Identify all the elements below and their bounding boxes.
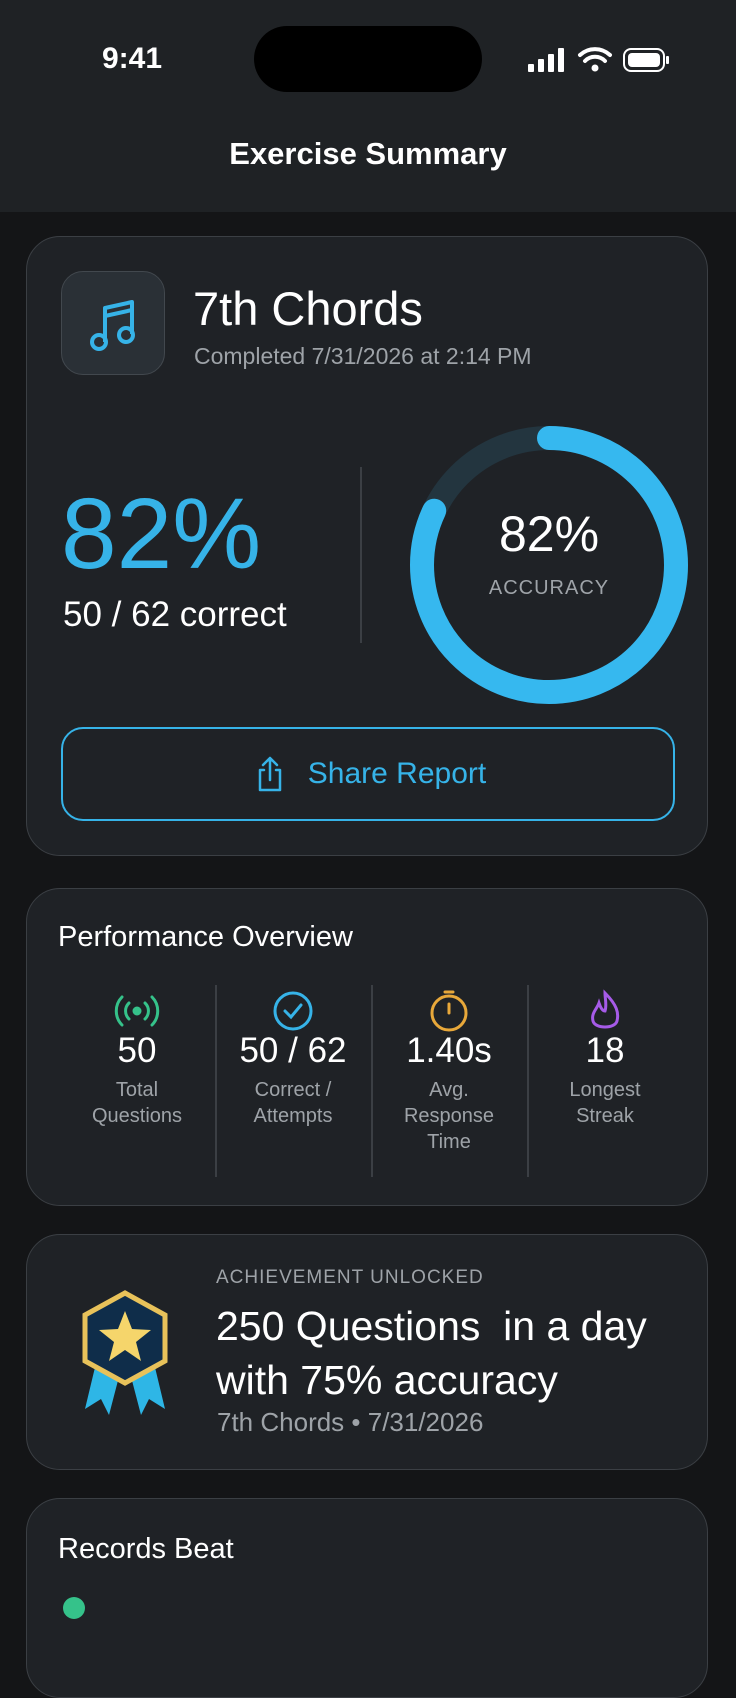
stat-value: 50 / 62	[239, 1031, 347, 1070]
stat-label: Longest Streak	[569, 1079, 641, 1127]
stat-icons	[114, 989, 620, 1032]
stat-value: 50	[117, 1031, 157, 1070]
section-title: Performance Overview	[58, 921, 353, 953]
accuracy-ring	[410, 426, 688, 704]
divider	[360, 467, 362, 643]
stat: 50 / 62 Correct / Attempts	[215, 969, 371, 1129]
performance-card: Performance Overview 50 Total Questions 50…	[26, 888, 708, 1206]
exercise-title: 7th Chords	[193, 282, 423, 335]
achievement-title: 250 Questions in a day with 75% accuracy	[216, 1303, 659, 1403]
exercise-subtitle: Completed 7/31/2026 at 2:14 PM	[194, 343, 532, 369]
music-note	[90, 300, 135, 351]
stat-label: Total Questions	[91, 1079, 183, 1127]
divider	[215, 985, 217, 1177]
stat-value: 1.40s	[406, 1031, 492, 1070]
dynamic-island	[254, 26, 482, 92]
share-icon	[258, 756, 282, 792]
records-card: Records Beat	[26, 1498, 708, 1698]
stat: 1.40s Avg. Response Time	[371, 969, 527, 1155]
exercise-icon	[61, 271, 165, 375]
ring-label: ACCURACY	[488, 577, 610, 599]
achievement-card: ACHIEVEMENT UNLOCKED 250 Questions in a …	[26, 1234, 708, 1470]
stat-label: Correct / Attempts	[253, 1079, 333, 1127]
summary-card: 7th Chords Completed 7/31/2026 at 2:14 P…	[26, 236, 708, 856]
status-time: 9:41	[102, 42, 163, 75]
ring-arc	[410, 426, 688, 704]
record-dot	[63, 1597, 85, 1619]
status-icons	[528, 47, 669, 72]
stat-value: 18	[585, 1031, 625, 1070]
ring-value: 82%	[498, 506, 600, 562]
share-button[interactable]: Share Report	[61, 727, 675, 821]
correct-count: 50 / 62 correct	[63, 595, 287, 634]
badge-icon	[82, 1290, 168, 1415]
achievement-meta: 7th Chords • 7/31/2026	[217, 1407, 484, 1437]
big-percent: 82%	[61, 478, 262, 590]
stat-label: Avg. Response Time	[403, 1079, 495, 1153]
stat: 18 Longest Streak	[527, 969, 683, 1129]
achievement-kicker: ACHIEVEMENT UNLOCKED	[216, 1267, 484, 1288]
divider	[527, 985, 529, 1177]
divider	[371, 985, 373, 1177]
top-bar: 9:41 Exercise Summary	[0, 0, 736, 212]
section-title: Records Beat	[58, 1533, 234, 1565]
stat: 50 Total Questions	[59, 969, 215, 1129]
share-label: Share Report	[307, 757, 487, 790]
header-title: Exercise Summary	[229, 136, 507, 171]
